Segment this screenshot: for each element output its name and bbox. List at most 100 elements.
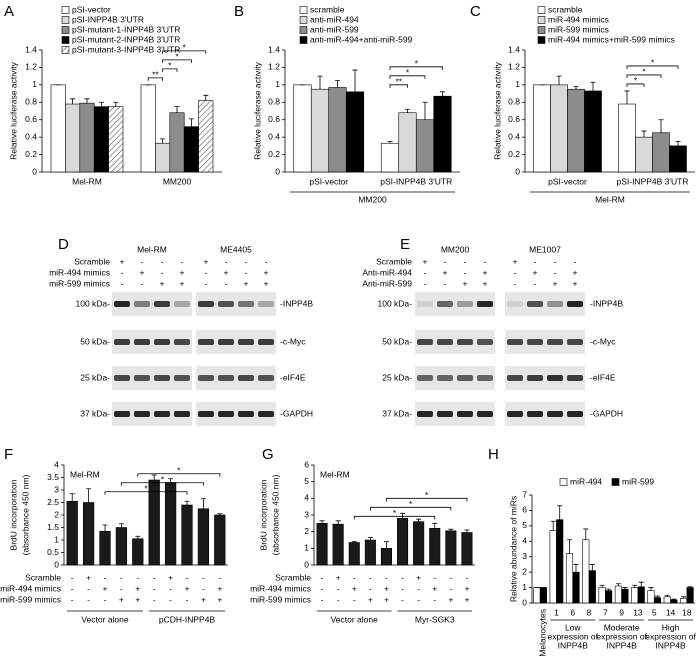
error-bar	[638, 581, 644, 587]
blot-band	[567, 375, 583, 381]
group-label: High	[662, 622, 680, 632]
y-tick-label: 1	[522, 582, 527, 592]
legend-label: scramble	[310, 4, 345, 14]
y-tick-label: 1.4	[508, 44, 520, 54]
group-label: MM200	[358, 194, 387, 204]
marker-label: 37 kDa-	[382, 408, 412, 418]
condition-sign: -	[71, 594, 74, 604]
legend-label: pSI-mutant-2-INPP4B 3'UTR	[72, 34, 180, 44]
bar	[345, 91, 365, 173]
panel-label: B	[234, 3, 244, 20]
blot-band	[114, 339, 130, 345]
bar	[588, 570, 596, 604]
marker-label: 50 kDa-	[80, 336, 110, 346]
blot-band	[457, 375, 473, 381]
protein-label: -GAPDH	[590, 408, 623, 418]
x-tick-label: 1	[554, 607, 559, 617]
y-tick-label: 3.5	[47, 472, 59, 482]
bar	[169, 112, 185, 173]
significance-bracket	[121, 482, 204, 486]
legend-label: miR-599	[622, 476, 654, 486]
significance-bracket	[353, 515, 436, 520]
blot-band	[154, 301, 170, 307]
condition-label: miR-494 mimics	[0, 583, 61, 593]
condition-sign: -	[321, 583, 324, 593]
cell-line-label: ME1007	[529, 244, 561, 254]
bar	[433, 95, 452, 173]
bar	[669, 145, 687, 173]
error-bar	[160, 138, 166, 144]
y-tick-label: 3	[522, 551, 527, 561]
condition-sign: -	[321, 572, 324, 582]
error-bar	[118, 523, 124, 528]
blot-band	[154, 411, 170, 417]
condition-sign: +	[483, 267, 488, 277]
condition-sign: +	[119, 594, 124, 604]
bar	[140, 84, 156, 173]
condition-sign: -	[464, 267, 467, 277]
bar	[663, 596, 671, 604]
condition-sign: -	[161, 256, 164, 266]
condition-sign: -	[161, 267, 164, 277]
legend-swatch	[611, 478, 620, 486]
error-bar	[102, 524, 108, 532]
annotation: Mel-RM	[70, 469, 100, 479]
condition-label: Anti-miR-599	[362, 278, 412, 288]
marker-label: 100 kDa-	[378, 298, 413, 308]
y-axis-label: (absorbance 450 nm)	[20, 474, 30, 555]
error-bar	[151, 474, 157, 480]
bar	[310, 88, 330, 173]
x-tick-label: 6	[570, 607, 575, 617]
blot-band	[258, 339, 274, 345]
error-bar	[387, 141, 393, 144]
bar	[653, 597, 662, 604]
bar	[197, 508, 210, 566]
y-tick-label: 0.8	[268, 97, 280, 107]
blot-band	[417, 339, 433, 345]
blot-band	[567, 339, 583, 345]
condition-sign: -	[401, 594, 404, 604]
error-bar	[606, 588, 612, 591]
condition-sign: -	[321, 594, 324, 604]
y-tick-label: 1	[515, 79, 520, 89]
significance-label: *	[175, 52, 179, 62]
condition-sign: -	[534, 278, 537, 288]
condition-label: Scramble	[25, 572, 61, 582]
y-tick-label: 0.4	[268, 131, 280, 141]
bar	[93, 106, 109, 173]
condition-sign: -	[353, 572, 356, 582]
condition-sign: +	[201, 594, 206, 604]
blot-band	[477, 301, 493, 307]
y-tick-label: 6	[304, 459, 309, 469]
legend-label: miR-494	[570, 476, 602, 486]
error-bar	[599, 584, 605, 588]
protein-label: -c-Myc	[280, 336, 306, 346]
condition-sign: -	[120, 583, 123, 593]
condition-sign: +	[368, 594, 373, 604]
x-tick-label: 18	[682, 607, 692, 617]
significance-label: **	[152, 70, 159, 80]
bar	[148, 479, 160, 566]
group-label: Moderate	[604, 622, 640, 632]
y-tick-label: 0.2	[268, 149, 280, 159]
bar	[621, 588, 629, 604]
significance-bracket	[162, 59, 192, 63]
condition-sign: -	[444, 256, 447, 266]
y-tick-label: 2	[522, 566, 527, 576]
y-tick-label: 0	[304, 559, 309, 569]
significance-bracket	[147, 77, 163, 81]
y-tick-label: 0	[522, 597, 527, 607]
condition-sign: +	[573, 278, 578, 288]
error-bar	[641, 130, 647, 138]
x-tick-label: 5	[652, 607, 657, 617]
condition-sign: -	[424, 267, 427, 277]
marker-label: 100 kDa-	[76, 298, 111, 308]
condition-sign: -	[401, 583, 404, 593]
bar	[115, 527, 128, 566]
error-bar	[566, 539, 572, 554]
condition-sign: -	[87, 594, 90, 604]
bar	[652, 132, 670, 173]
condition-sign: +	[483, 278, 488, 288]
group-label: pCDH-INPP4B	[159, 614, 216, 624]
blot-band	[134, 375, 150, 381]
